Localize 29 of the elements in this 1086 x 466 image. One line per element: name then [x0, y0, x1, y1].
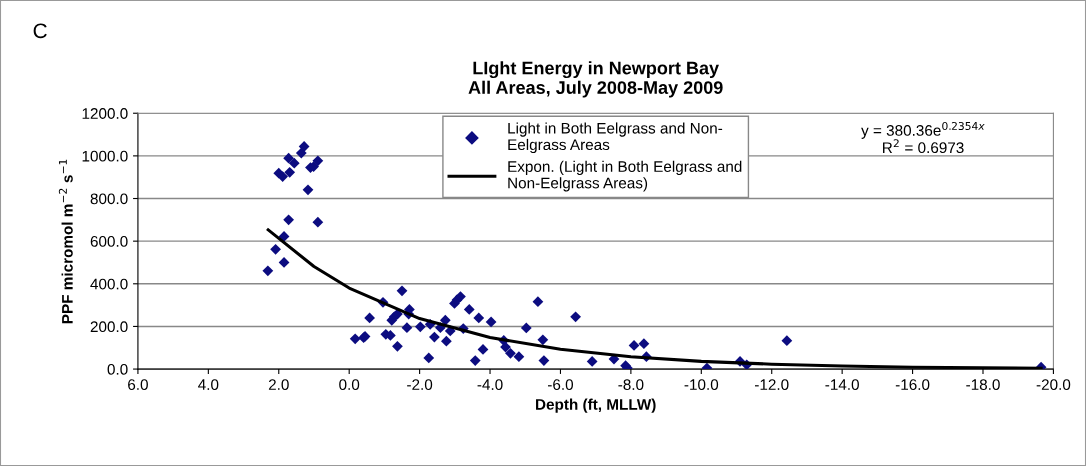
x-tick-label: -18.0 [966, 379, 1000, 391]
x-tick-label: -4.0 [477, 379, 503, 391]
legend-label: Expon. (Light in Both Eelgrass and Non-Eelgrass Areas) [508, 160, 742, 192]
x-tick-label: 0.0 [339, 379, 360, 391]
y-tick-label: 1000.0 [82, 150, 128, 162]
x-tick-label: 2.0 [268, 379, 289, 391]
x-tick-label: -6.0 [547, 379, 574, 391]
x-tick-label: 4.0 [198, 379, 219, 391]
legend-label: Light in Both Eelgrass and Non- Eelgrass Areas [508, 122, 723, 154]
x-tick-label: 6.0 [128, 379, 148, 391]
text: C [33, 23, 47, 39]
x-tick-label: -10.0 [684, 379, 719, 391]
annotation: R$^{2}$ = 0.6973 [883, 139, 964, 154]
x-axis-title: Depth (ft, MLLW) [536, 398, 656, 413]
y-axis-title: PPF micromol m$^{−2}$ s$^{−1}$ [58, 159, 73, 324]
x-tick-label: -16.0 [895, 379, 930, 391]
y-tick-label: 1200.0 [82, 108, 128, 119]
y-tick-label: 600.0 [90, 236, 128, 247]
annotation: y = 380.36e$^{0.2354x}$ [861, 121, 985, 139]
y-tick-label: 800.0 [90, 193, 128, 205]
y-tick-label: 400.0 [90, 278, 128, 290]
x-tick-label: -14.0 [825, 379, 859, 391]
x-tick-label: -8.0 [618, 379, 644, 391]
x-tick-label: -12.0 [755, 379, 789, 391]
x-tick-label: -20.0 [1036, 379, 1071, 391]
x-tick-label: -2.0 [407, 379, 433, 391]
y-tick-label: 0.0 [107, 363, 128, 375]
chart-title: LIght Energy in Newport Bay All Areas, July 2008-May 2009 [468, 61, 723, 98]
y-tick-label: 200.0 [90, 321, 128, 333]
